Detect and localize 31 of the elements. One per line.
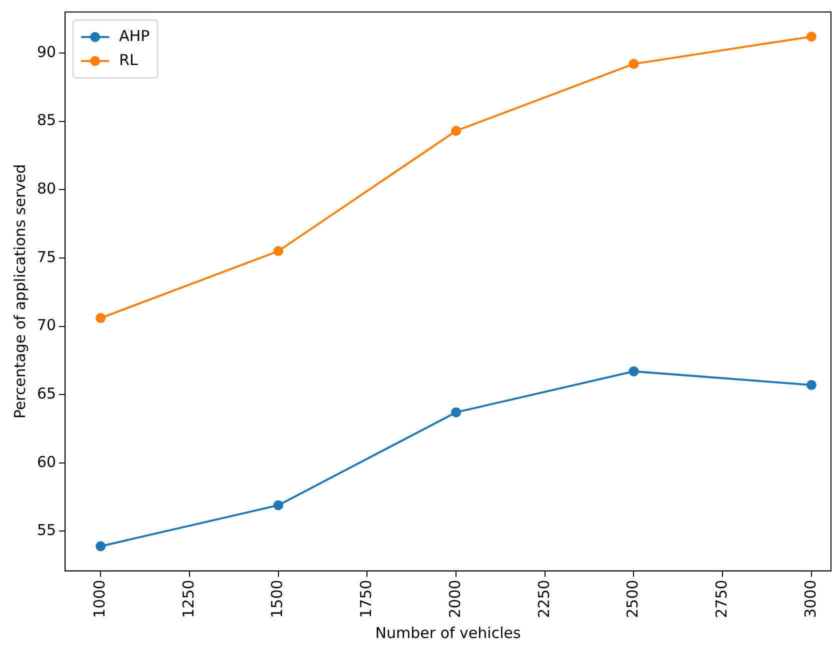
point: [96, 541, 106, 552]
y-tick-label: 75: [36, 248, 56, 266]
legend-label: RL: [119, 50, 139, 69]
y-tick-label: 80: [36, 180, 56, 198]
point: [451, 126, 462, 136]
point: [273, 500, 284, 510]
x-tick-label: 2000: [446, 580, 464, 618]
x-tick-label: 1000: [90, 580, 109, 618]
x-tick-label: 3000: [801, 580, 820, 618]
x-tick-label: 1500: [268, 580, 286, 618]
point: [628, 366, 639, 376]
x-tick-label: 1750: [357, 580, 376, 618]
y-tick-label: 85: [36, 111, 56, 130]
y-tick-label: 70: [36, 316, 56, 334]
x-axis-title: Number of vehicles: [375, 624, 521, 642]
point: [451, 407, 462, 418]
y-tick-label: 90: [36, 42, 56, 61]
x-tick-label: 2500: [624, 580, 642, 618]
y-tick-label: 60: [36, 452, 56, 471]
point: [628, 58, 639, 69]
x-tick-label: 2250: [534, 580, 553, 618]
point: [806, 380, 816, 390]
y-tick-label: 55: [36, 521, 56, 540]
legend-label: AHP: [119, 26, 150, 45]
y-tick-label: 65: [36, 384, 56, 402]
point: [96, 313, 106, 324]
point: [273, 246, 284, 256]
point: [806, 32, 816, 42]
x-tick-label: 2750: [712, 580, 730, 618]
y-axis-title: Percentage of applications served: [10, 164, 29, 419]
x-tick-label: 1250: [179, 580, 198, 618]
